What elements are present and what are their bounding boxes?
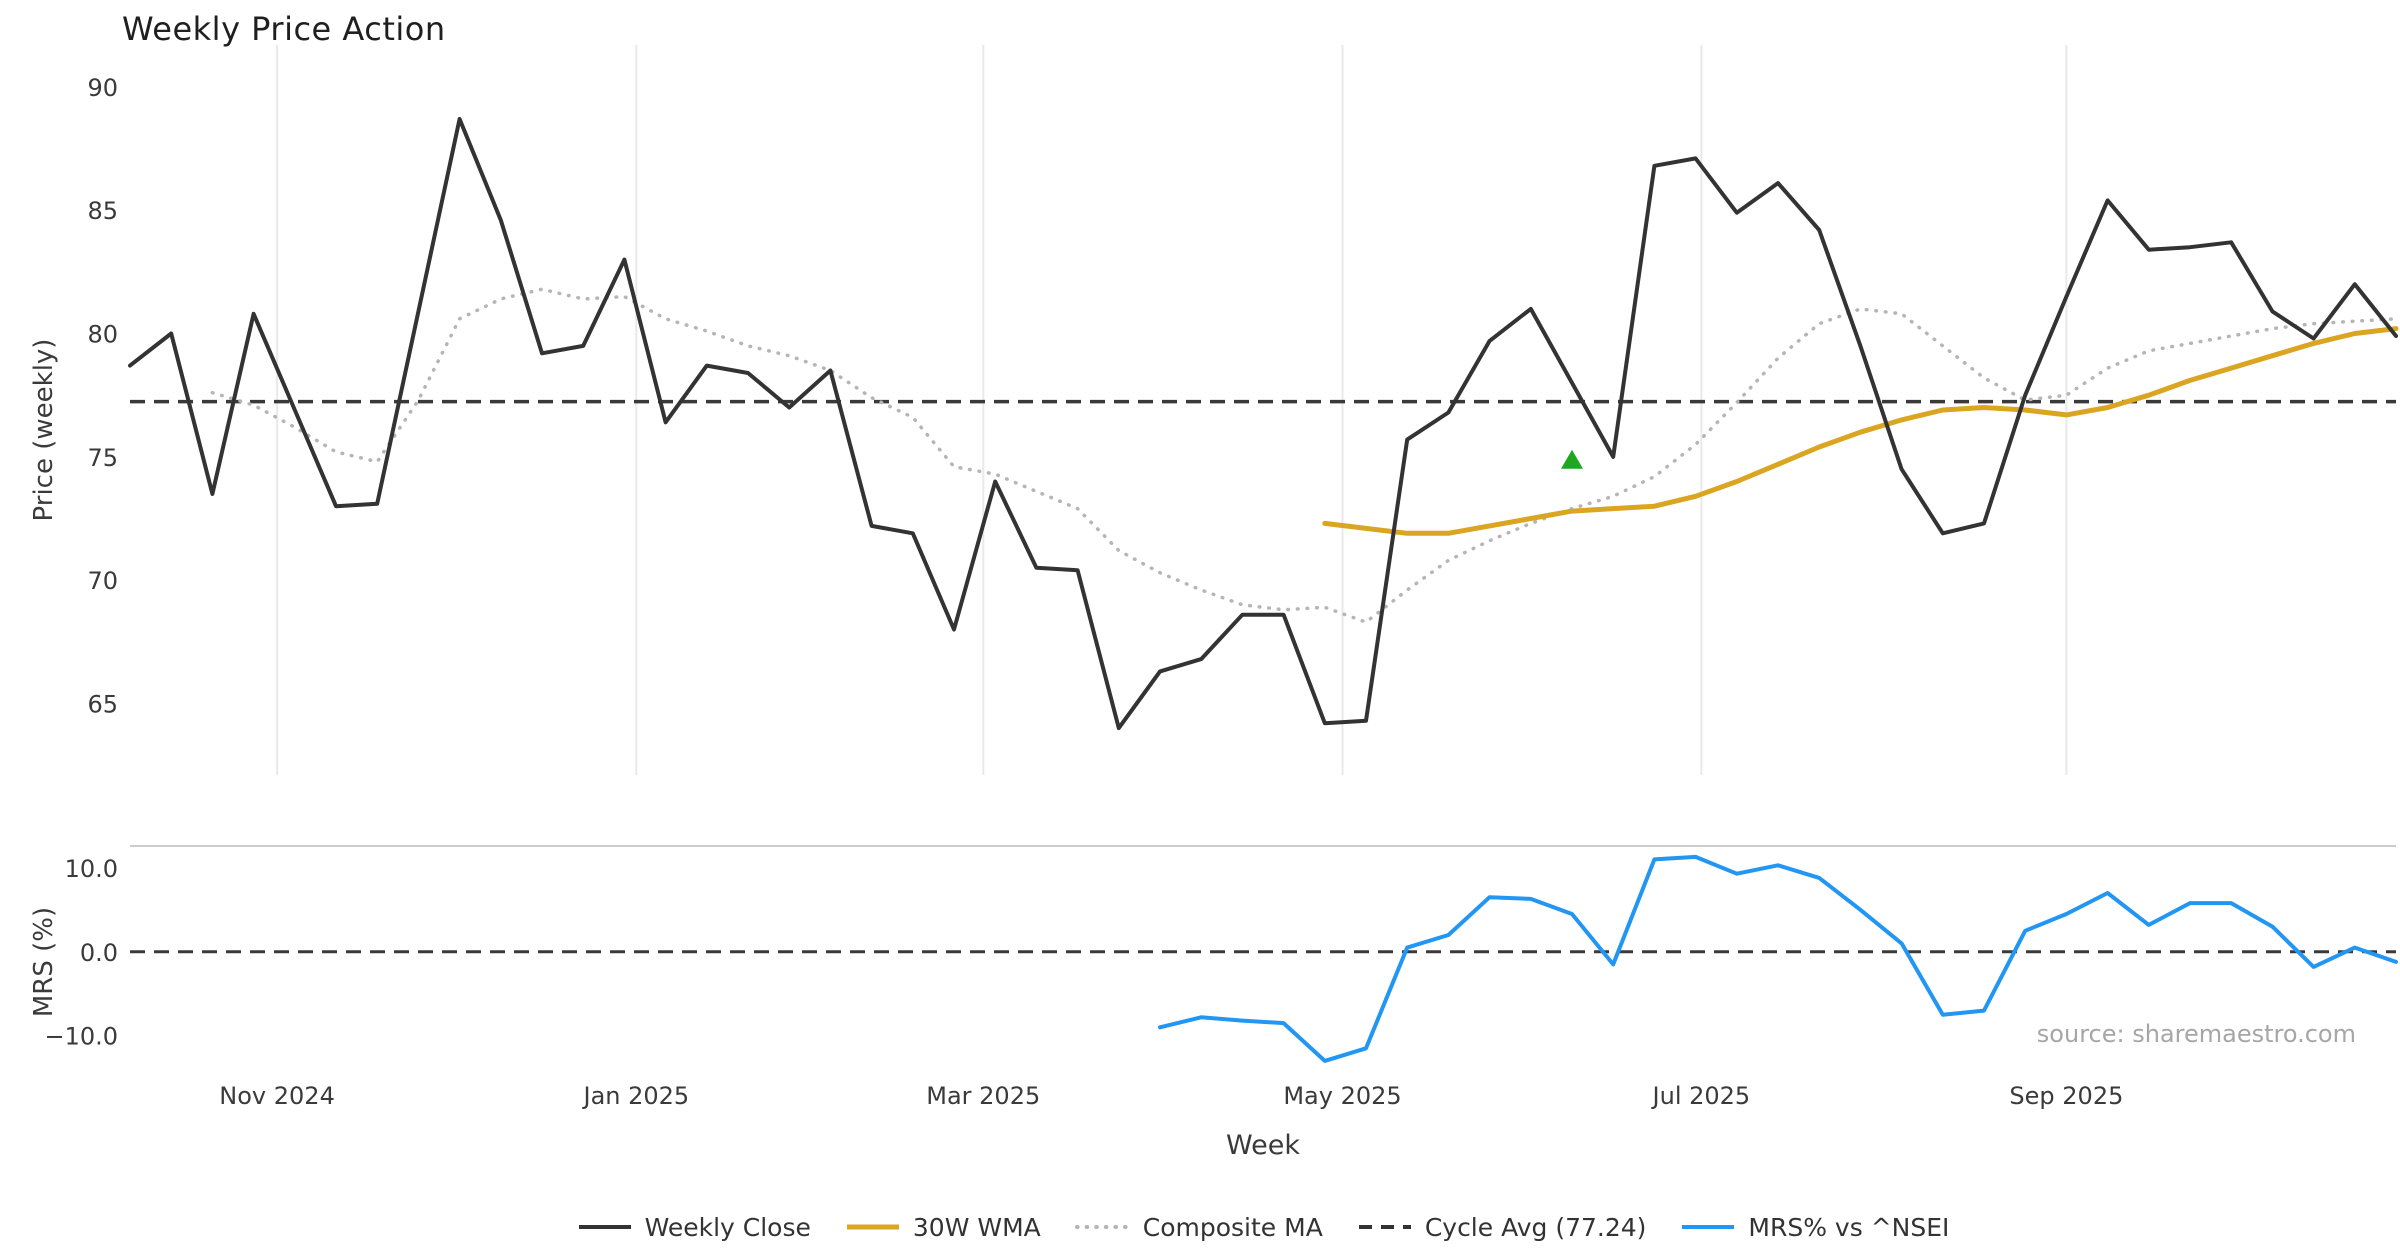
legend-line-sample-icon <box>578 1225 631 1229</box>
price-ytick-label: 85 <box>87 197 118 225</box>
legend-item: MRS% vs ^NSEI <box>1680 1213 1949 1242</box>
legend-item: 30W WMA <box>845 1213 1041 1242</box>
legend-item: Composite MA <box>1074 1212 1323 1242</box>
x-tick-label: Nov 2024 <box>219 1082 335 1110</box>
legend-label: Cycle Avg (77.24) <box>1424 1212 1647 1242</box>
mrs-ytick-label: 0.0 <box>80 939 118 967</box>
legend-label: MRS% vs ^NSEI <box>1748 1212 1950 1242</box>
x-tick-label: Sep 2025 <box>2009 1082 2123 1110</box>
price-ytick-label: 90 <box>87 74 118 102</box>
price-ytick-label: 80 <box>87 321 118 349</box>
chart-title: Weekly Price Action <box>122 10 446 48</box>
legend-line-sample-icon <box>846 1224 899 1230</box>
price-ytick-label: 65 <box>87 690 118 718</box>
mrs-ytick-label: 10.0 <box>65 855 118 883</box>
composite-ma-line <box>210 287 2398 624</box>
buy-signal-triangle-marker <box>1561 449 1583 469</box>
price-ytick-label: 75 <box>87 444 118 472</box>
x-tick-label: Jul 2025 <box>1651 1082 1751 1110</box>
x-tick-label: Jan 2025 <box>581 1082 689 1110</box>
legend-item: Weekly Close <box>577 1213 811 1242</box>
source-credit: source: sharemaestro.com <box>2036 1020 2356 1048</box>
weekly-close-line <box>128 117 2398 731</box>
legend-label: Weekly Close <box>644 1212 811 1242</box>
legend-line-sample-icon <box>1682 1225 1735 1229</box>
chart-legend: Weekly Close 30W WMA Composite MA Cycle Avg… <box>130 1204 2396 1250</box>
legend-label: 30W WMA <box>912 1212 1041 1242</box>
legend-item: Cycle Avg (77.24) <box>1357 1212 1647 1242</box>
price-ytick-label: 70 <box>87 567 118 595</box>
x-tick-label: May 2025 <box>1283 1082 1401 1110</box>
mrs-line <box>1158 854 2398 1063</box>
x-axis-label: Week <box>1226 1130 1300 1161</box>
legend-line-sample-icon <box>1074 1225 1131 1229</box>
legend-label: Composite MA <box>1142 1212 1323 1242</box>
x-tick-label: Mar 2025 <box>926 1082 1040 1110</box>
legend-line-sample-icon <box>1358 1225 1411 1229</box>
mrs-ytick-label: −10.0 <box>44 1023 118 1051</box>
wma-30w-line <box>1322 326 2399 536</box>
